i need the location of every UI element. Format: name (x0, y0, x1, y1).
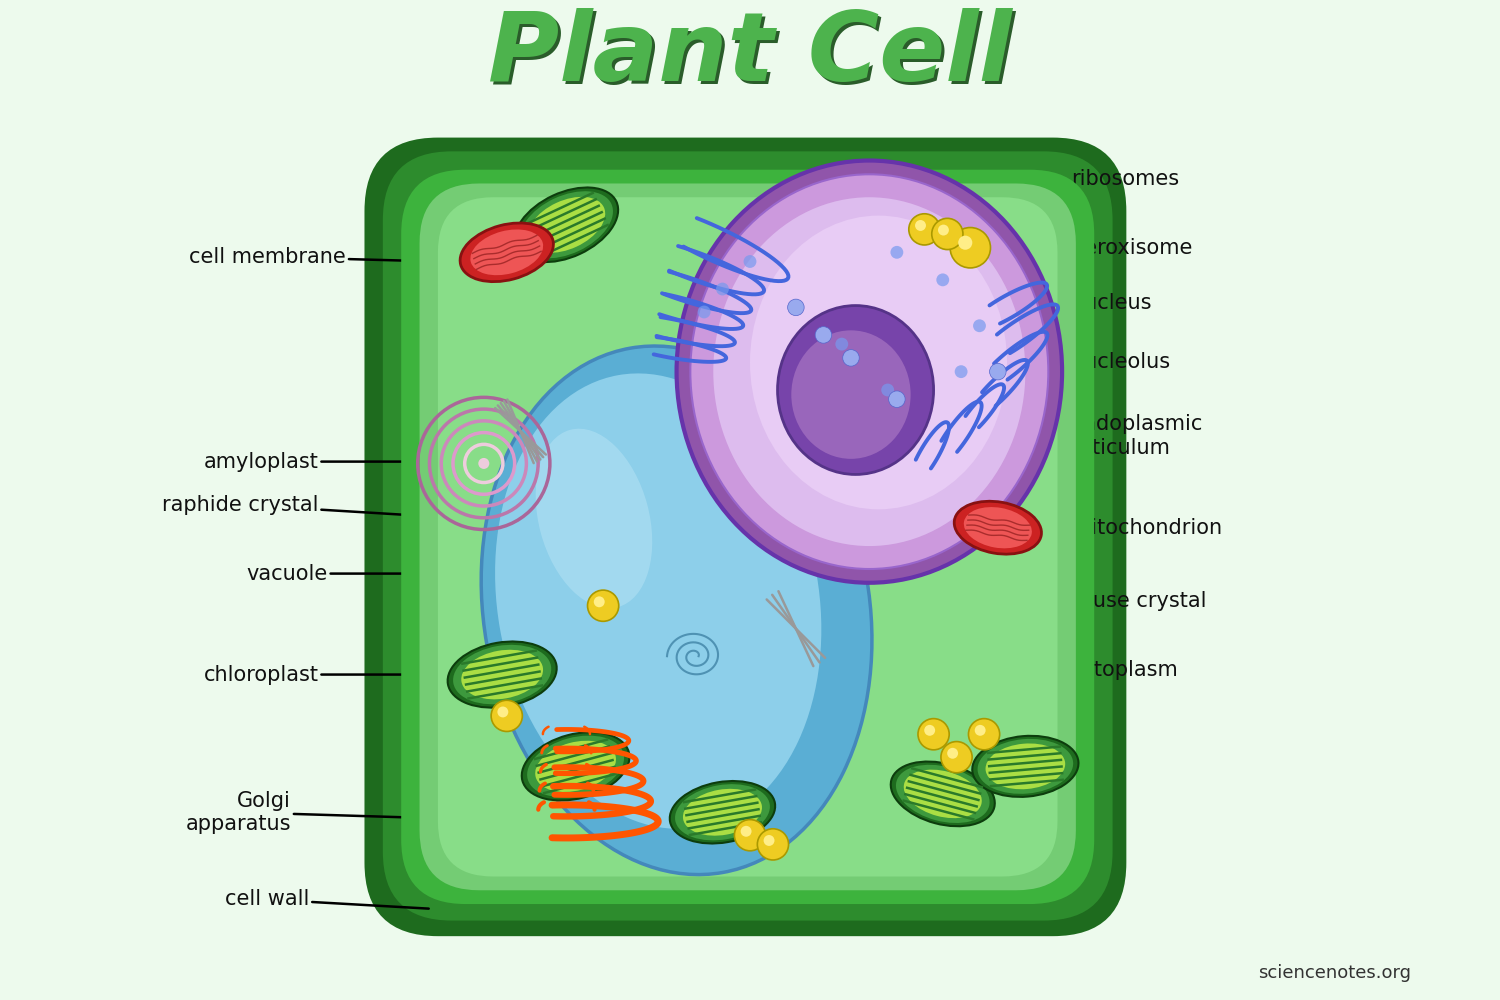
Text: druse crystal: druse crystal (864, 591, 1208, 624)
Circle shape (588, 590, 618, 621)
Ellipse shape (536, 741, 616, 792)
Ellipse shape (471, 229, 543, 275)
Circle shape (490, 700, 522, 731)
Text: cytoplasm: cytoplasm (915, 660, 1179, 688)
Circle shape (716, 283, 729, 295)
Circle shape (946, 748, 958, 759)
Circle shape (758, 829, 789, 860)
Ellipse shape (536, 429, 652, 608)
Circle shape (990, 363, 1006, 380)
Text: cell membrane: cell membrane (189, 247, 438, 267)
Ellipse shape (954, 501, 1041, 554)
Circle shape (950, 228, 990, 268)
Text: chloroplast: chloroplast (204, 665, 452, 685)
Ellipse shape (978, 739, 1072, 794)
Ellipse shape (714, 197, 1026, 546)
Text: raphide crystal: raphide crystal (162, 495, 465, 519)
Circle shape (888, 391, 904, 407)
FancyBboxPatch shape (400, 170, 1094, 904)
FancyBboxPatch shape (364, 138, 1126, 936)
Ellipse shape (690, 174, 1048, 569)
Ellipse shape (447, 642, 556, 708)
Ellipse shape (495, 373, 822, 829)
Ellipse shape (526, 736, 624, 797)
Text: mitochondrion: mitochondrion (1040, 518, 1222, 538)
Text: sciencenotes.org: sciencenotes.org (1258, 964, 1412, 982)
Circle shape (741, 826, 752, 837)
Circle shape (594, 596, 604, 607)
Ellipse shape (453, 645, 550, 704)
Circle shape (891, 246, 903, 259)
Text: amyloplast: amyloplast (204, 452, 429, 472)
Circle shape (498, 707, 508, 717)
Text: Plant Cell: Plant Cell (488, 8, 1012, 101)
Circle shape (764, 835, 774, 846)
Text: peroxisome: peroxisome (990, 238, 1192, 258)
Ellipse shape (520, 191, 614, 258)
Ellipse shape (514, 188, 618, 262)
Ellipse shape (682, 789, 762, 836)
Ellipse shape (972, 736, 1078, 797)
Circle shape (915, 220, 926, 231)
Text: endoplasmic
reticulum: endoplasmic reticulum (1030, 414, 1203, 463)
FancyBboxPatch shape (420, 183, 1076, 890)
Ellipse shape (528, 197, 605, 253)
Circle shape (744, 255, 756, 268)
Ellipse shape (478, 458, 489, 469)
Ellipse shape (891, 762, 995, 826)
Ellipse shape (964, 507, 1032, 548)
Text: vacuole: vacuole (246, 564, 456, 584)
Circle shape (909, 214, 940, 245)
Text: nucleus: nucleus (1044, 293, 1152, 326)
Circle shape (969, 719, 999, 750)
Text: Plant Cell: Plant Cell (490, 11, 1016, 104)
Circle shape (698, 306, 711, 318)
Circle shape (735, 820, 765, 851)
Circle shape (918, 719, 950, 750)
Ellipse shape (675, 784, 770, 840)
Ellipse shape (986, 743, 1065, 789)
Circle shape (882, 384, 894, 396)
Ellipse shape (750, 216, 1006, 509)
Circle shape (924, 725, 934, 736)
Circle shape (940, 742, 972, 773)
FancyBboxPatch shape (382, 151, 1113, 921)
Circle shape (974, 319, 986, 332)
Circle shape (788, 299, 804, 316)
Ellipse shape (462, 650, 543, 699)
Ellipse shape (777, 306, 933, 474)
Circle shape (936, 273, 950, 286)
Circle shape (954, 365, 968, 378)
Text: ribosomes: ribosomes (850, 169, 1179, 206)
Circle shape (932, 218, 963, 250)
Text: Golgi
apparatus: Golgi apparatus (186, 791, 478, 834)
Ellipse shape (482, 346, 872, 875)
Circle shape (958, 236, 972, 250)
Text: cell wall: cell wall (225, 889, 429, 909)
Ellipse shape (522, 732, 630, 801)
Circle shape (938, 225, 950, 236)
Ellipse shape (792, 330, 910, 459)
Ellipse shape (903, 770, 983, 818)
Circle shape (975, 725, 986, 736)
Text: nucleolus: nucleolus (938, 352, 1170, 399)
Circle shape (815, 327, 831, 343)
Circle shape (836, 338, 848, 351)
Circle shape (843, 350, 860, 366)
Ellipse shape (670, 781, 776, 843)
Ellipse shape (676, 161, 1062, 583)
Ellipse shape (460, 223, 554, 282)
FancyBboxPatch shape (438, 197, 1058, 877)
Ellipse shape (896, 765, 990, 823)
